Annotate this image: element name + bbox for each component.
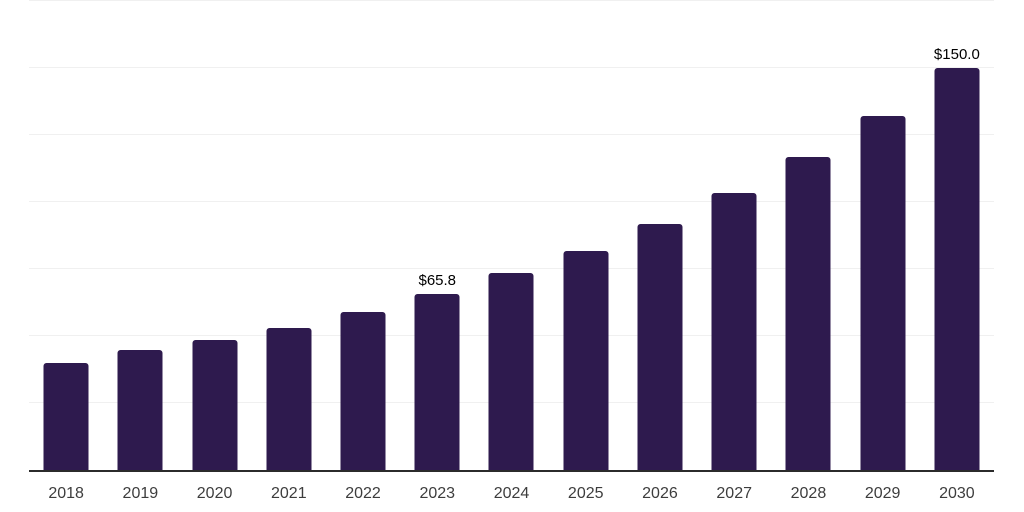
bar-slot-2026 xyxy=(623,0,697,470)
bar-slot-2029 xyxy=(846,0,920,470)
x-tick-label-2026: 2026 xyxy=(642,485,678,502)
bar-slot-2028 xyxy=(771,0,845,470)
x-tick-label-2029: 2029 xyxy=(864,485,901,502)
x-tick-label-2025: 2025 xyxy=(567,485,604,502)
bar-2024 xyxy=(488,273,534,470)
x-tick-label-2019: 2019 xyxy=(122,485,159,502)
bar-slot-2027 xyxy=(697,0,771,470)
x-tick-label-2022: 2022 xyxy=(345,485,381,502)
bar-2025 xyxy=(563,251,609,470)
x-tick-label-2023: 2023 xyxy=(419,485,456,502)
gridline xyxy=(29,268,994,270)
bar-slot-2030: $150.0 xyxy=(920,0,994,470)
bar-2020 xyxy=(192,340,238,470)
gridline xyxy=(29,134,994,136)
gridline xyxy=(29,0,994,2)
bar-slot-2019 xyxy=(103,0,177,470)
plot-area: $65.8 $150.0 xyxy=(29,0,994,472)
bar-slot-2020 xyxy=(177,0,251,470)
bar-slot-2024 xyxy=(474,0,548,470)
bar-value-label-2030: $150.0 xyxy=(933,46,980,64)
bar-2023 xyxy=(414,293,460,470)
x-tick-label-2021: 2021 xyxy=(271,485,307,502)
bar-slot-2025 xyxy=(549,0,623,470)
x-tick-label-2020: 2020 xyxy=(196,485,233,502)
bar-2029 xyxy=(860,116,906,470)
x-tick-label-2027: 2027 xyxy=(716,485,752,502)
bar-2030 xyxy=(934,68,980,470)
bar-2018 xyxy=(43,363,89,470)
bar-2019 xyxy=(117,349,163,470)
x-tick-label-2028: 2028 xyxy=(790,485,827,502)
bar-value-label-2023: $65.8 xyxy=(418,271,457,289)
bar-2028 xyxy=(785,157,831,470)
x-tick-label-2030: 2030 xyxy=(939,485,975,502)
bar-2027 xyxy=(711,192,757,470)
x-axis-labels: 2018 2019 2020 2021 2022 2023 2024 2025 2026 2027… xyxy=(29,484,994,506)
bar-2026 xyxy=(637,224,683,470)
bar-slot-2018 xyxy=(29,0,103,470)
x-tick-label-2018: 2018 xyxy=(48,485,84,502)
bar-slot-2021 xyxy=(252,0,326,470)
bar-slot-2022 xyxy=(326,0,400,470)
bar-2022 xyxy=(340,311,386,470)
gridline xyxy=(29,201,994,203)
x-tick-label-2024: 2024 xyxy=(493,485,530,502)
gridline xyxy=(29,67,994,69)
bar-slot-2023: $65.8 xyxy=(400,0,474,470)
bar-2021 xyxy=(266,327,312,470)
